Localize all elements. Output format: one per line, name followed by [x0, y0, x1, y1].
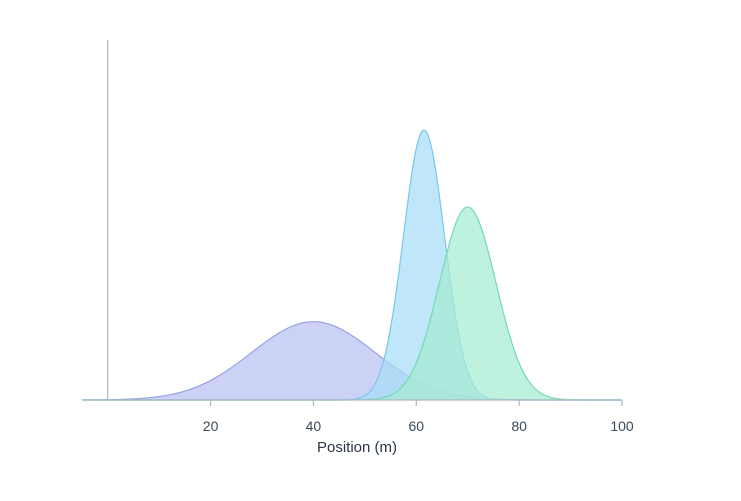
x-tick-label: 100: [610, 418, 634, 434]
x-tick-label: 80: [511, 418, 527, 434]
density-area-3: [82, 206, 622, 400]
x-axis-title: Position (m): [317, 439, 397, 456]
x-axis-ticks: 20 40 60 80 100: [203, 400, 634, 434]
x-tick-label: 40: [306, 418, 322, 434]
series-layer: [81, 129, 622, 401]
density-area-1: [82, 321, 622, 400]
x-tick-label: 20: [203, 418, 219, 434]
x-tick-label: 60: [408, 418, 424, 434]
